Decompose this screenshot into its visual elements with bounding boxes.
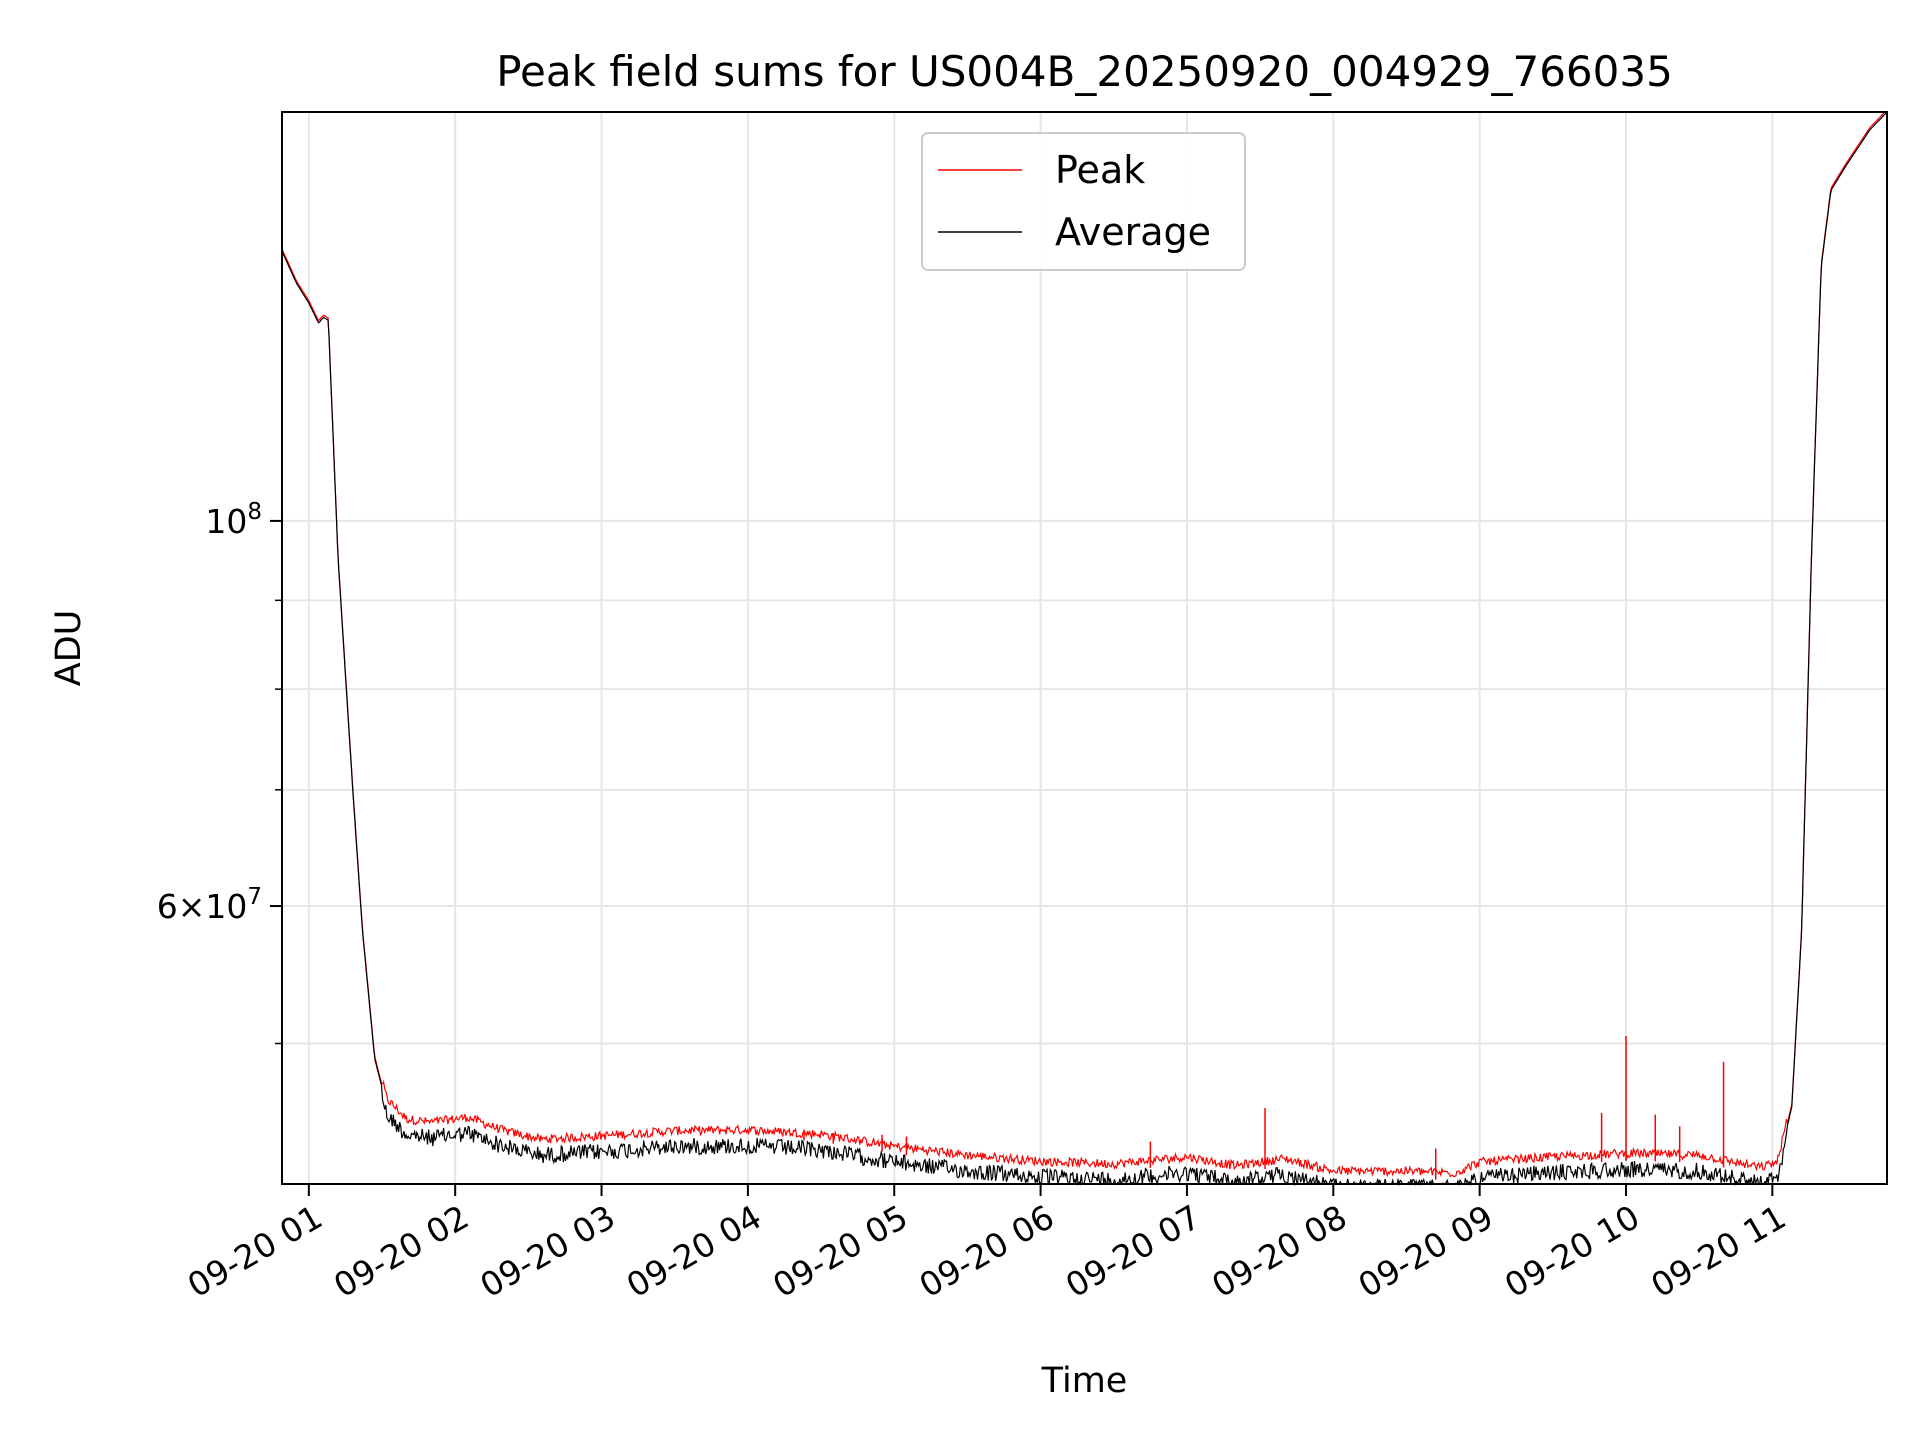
grid bbox=[282, 112, 1887, 1184]
legend-label-average: Average bbox=[1055, 210, 1211, 254]
peak-line bbox=[281, 111, 1887, 1178]
chart-title: Peak field sums for US004B_20250920_0049… bbox=[496, 47, 1673, 96]
y-axis-label: ADU bbox=[49, 610, 89, 687]
y-tick-label: 108 bbox=[205, 499, 262, 541]
plot-frame bbox=[281, 111, 1888, 1185]
legend-box bbox=[921, 132, 1246, 271]
legend: Peak Average bbox=[921, 132, 1246, 271]
series-average bbox=[281, 111, 1888, 1187]
y-axis: 108 6×107 bbox=[157, 499, 282, 1045]
legend-label-peak: Peak bbox=[1055, 148, 1145, 192]
y-tick-label: 6×107 bbox=[157, 884, 262, 926]
average-line bbox=[281, 111, 1888, 1187]
series-peak bbox=[281, 111, 1887, 1180]
x-axis-label: Time bbox=[1041, 1361, 1128, 1401]
